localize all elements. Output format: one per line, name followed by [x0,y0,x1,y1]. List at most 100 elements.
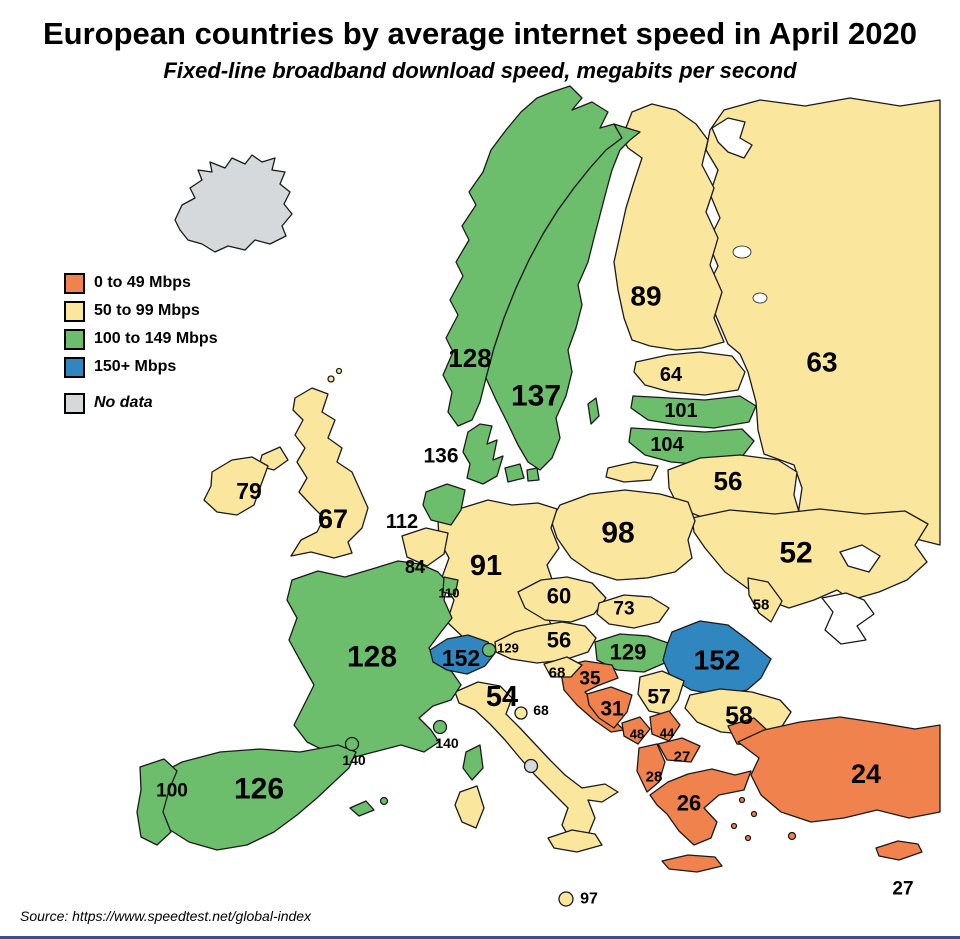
value-label-switzerland: 152 [442,645,480,671]
value-label-estonia: 64 [660,364,683,386]
country-serbia [637,670,685,716]
island-corsica [462,744,484,781]
legend-item-range-100-149: 100 to 149 Mbps [64,328,218,350]
country-sweden [485,123,641,471]
value-label-finland: 89 [630,281,661,312]
island-mallorca [349,800,375,817]
legend-swatch-range-0-49 [64,272,85,294]
value-label-belarus: 56 [714,466,743,496]
country-turkey [737,716,941,823]
value-label-latvia: 101 [664,400,697,422]
country-france [286,560,462,759]
island-funen [526,467,540,482]
value-label-kosovo: 44 [660,726,675,741]
value-label-cyprus: 27 [892,879,913,900]
value-label-moldova: 58 [753,597,770,614]
country-portugal [136,758,178,846]
legend-label-no-data: No data [94,394,153,411]
value-label-malta: 97 [580,891,598,908]
value-label-greece: 26 [677,791,701,816]
legend: 0 to 49 Mbps 50 to 99 Mbps 100 to 149 Mbps… [64,272,218,420]
white-sea [711,117,753,159]
value-label-andorra: 140 [342,752,366,768]
value-label-netherlands: 112 [386,511,418,533]
value-label-slovakia: 73 [613,599,634,620]
value-label-lithuania: 104 [650,434,684,456]
microstate-andorra [344,736,360,752]
legend-item-range-0-49: 0 to 49 Mbps [64,272,218,294]
legend-item-no-data: No data [64,392,218,414]
region-crimea [821,592,875,645]
country-north-macedonia [657,737,701,763]
value-label-united-kingdom: 67 [318,504,348,534]
microstate-vatican-city [523,758,539,774]
microstate-liechtenstein [481,642,497,658]
lake-onega [752,292,768,304]
island-sardinia [454,785,485,829]
country-norway [442,85,623,427]
island-zealand [504,463,525,483]
value-label-france: 128 [347,641,397,674]
country-moldova [747,577,783,623]
country-slovakia [596,594,670,629]
value-label-italy: 54 [486,681,518,713]
value-label-romania: 152 [694,645,741,676]
value-label-czechia: 60 [547,584,571,609]
aegean-island [730,822,738,830]
island-crete [661,854,723,873]
legend-label-range-50-99: 50 to 99 Mbps [94,302,200,319]
legend-label-range-150plus: 150+ Mbps [94,358,177,375]
legend-label-range-100-149: 100 to 149 Mbps [94,330,218,347]
page-subtitle: Fixed-line broadband download speed, meg… [163,58,797,83]
country-slovenia [543,656,583,678]
value-label-san-marino: 68 [533,702,549,718]
country-cyprus [875,840,923,861]
island-shetland [335,367,343,375]
country-bosnia-herzegovina [586,686,633,729]
country-iceland [174,154,293,253]
legend-item-range-150plus: 150+ Mbps [64,356,218,378]
legend-swatch-range-100-149 [64,328,85,350]
island-gotland [587,397,600,425]
value-label-ireland: 79 [236,478,262,504]
country-estonia [633,351,746,396]
island-sicily [547,829,603,853]
island-rhodes [787,831,797,841]
aegean-island [738,796,746,804]
island-menorca [379,796,389,806]
country-denmark [462,423,504,485]
value-label-sweden: 137 [511,380,561,413]
country-montenegro [621,716,651,745]
aegean-island [744,834,752,842]
legend-label-range-0-49: 0 to 49 Mbps [94,274,191,291]
country-albania [636,743,666,793]
value-label-hungary: 129 [610,640,647,665]
country-latvia [630,395,757,429]
value-label-portugal: 100 [156,781,188,802]
value-label-denmark: 136 [423,445,458,468]
value-label-montenegro: 48 [630,727,644,742]
microstate-markers [344,642,574,907]
value-label-poland: 98 [601,517,634,550]
country-switzerland [429,634,496,675]
country-finland [613,103,725,351]
value-label-spain: 126 [234,773,284,806]
value-label-bulgaria: 58 [725,702,753,730]
value-label-luxembourg: 110 [439,586,460,601]
legend-swatch-no-data [64,392,85,414]
value-label-ukraine: 52 [779,537,812,570]
legend-swatch-range-50-99 [64,300,85,322]
region-kaliningrad [605,461,659,483]
sea-of-azov [839,544,881,573]
microstate-san-marino [514,706,528,720]
value-label-monaco: 140 [435,735,459,751]
page-title: European countries by average internet s… [42,16,918,51]
microstate-monaco [432,719,448,735]
country-ireland [203,456,269,516]
value-label-austria: 56 [547,628,571,653]
lake-ladoga [732,245,752,259]
value-label-russia: 63 [806,347,837,378]
value-label-slovenia: 68 [549,665,566,682]
value-label-belgium: 84 [405,557,425,577]
